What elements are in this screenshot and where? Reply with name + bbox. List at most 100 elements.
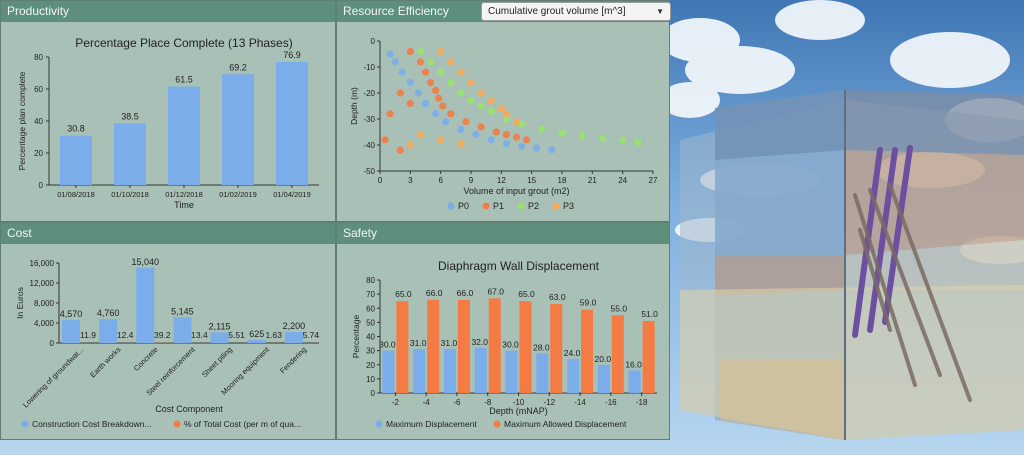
resource-efficiency-panel: Resource Efficiency Cumulative grout vol… <box>336 0 671 222</box>
y-tick-label: 0 <box>371 389 376 398</box>
scatter-point <box>477 89 485 97</box>
y-tick-label: 0 <box>39 181 44 190</box>
legend-marker <box>552 202 560 210</box>
scatter-point <box>457 125 465 133</box>
y-axis-title: Percentage plan complete <box>17 71 27 170</box>
scatter-point <box>502 140 510 148</box>
x-tick-label: 21 <box>588 176 597 185</box>
x-tick-label: Lowering of groundwat... <box>21 345 85 409</box>
scatter-point <box>619 136 627 144</box>
x-tick-label: -2 <box>392 398 400 407</box>
x-tick-label: 18 <box>558 176 567 185</box>
x-tick-label: 01/10/2018 <box>111 190 149 199</box>
y-tick-label: -50 <box>363 167 375 176</box>
data-label: 20.0 <box>595 354 612 364</box>
y-tick-label: 70 <box>366 290 375 299</box>
scatter-point <box>416 131 425 139</box>
data-label: 65.0 <box>518 289 535 299</box>
scatter-point <box>467 97 475 105</box>
chevron-down-icon: ▼ <box>656 7 664 16</box>
y-axis-title: Depth (m) <box>349 87 359 125</box>
bar <box>457 299 470 393</box>
data-label: 16.0 <box>625 359 642 369</box>
bar <box>628 370 641 393</box>
data-label: 5.74 <box>303 330 320 340</box>
data-label: 65.0 <box>395 289 412 299</box>
data-label: 59.0 <box>580 298 597 308</box>
legend-marker <box>173 420 181 428</box>
y-tick-label: 16,000 <box>30 259 55 268</box>
scatter-point <box>414 89 423 97</box>
scatter-point <box>634 138 642 146</box>
x-tick-label: -16 <box>605 398 617 407</box>
scatter-point <box>421 68 430 76</box>
data-label: 51.0 <box>641 309 658 319</box>
scatter-point <box>492 128 500 136</box>
bar <box>413 349 426 393</box>
data-label: 69.2 <box>229 62 247 72</box>
y-tick-label: 8,000 <box>34 299 55 308</box>
scatter-point <box>398 68 406 76</box>
bar <box>443 349 456 393</box>
scatter-point <box>437 68 445 76</box>
y-axis-title: In Euros <box>15 287 25 319</box>
bar <box>284 332 303 343</box>
x-tick-label: -12 <box>543 398 555 407</box>
data-label: 5,145 <box>171 306 194 316</box>
x-tick-label: -10 <box>513 398 525 407</box>
scatter-point <box>439 102 447 110</box>
scatter-point <box>533 144 541 152</box>
data-label: 66.0 <box>426 288 443 298</box>
data-label: 5.51 <box>228 330 245 340</box>
scatter-point <box>437 136 445 144</box>
x-tick-label: 01/02/2019 <box>219 190 257 199</box>
cost-chart: 0 4,000 8,000 12,000 16,000 4,570 11.9 Lowering… <box>15 257 321 429</box>
metric-dropdown[interactable]: Cumulative grout volume [m^3] ▼ <box>481 2 671 21</box>
data-label: 67.0 <box>487 286 504 296</box>
safety-panel: Safety Diaphragm Wall Displacement 0 10 20 3… <box>336 222 670 440</box>
data-label: 13.4 <box>191 330 208 340</box>
scatter-point <box>497 105 505 113</box>
scatter-point <box>416 47 425 56</box>
y-tick-label: -30 <box>363 115 375 124</box>
data-label: 12.4 <box>117 330 134 340</box>
3d-model-diaphragm-wall <box>680 90 1024 440</box>
y-tick-label: 10 <box>366 375 375 384</box>
x-tick-label: -14 <box>574 398 586 407</box>
x-axis-title: Volume of input grout (m2) <box>463 186 569 196</box>
bar <box>60 135 92 185</box>
legend-label: Maximum Allowed Displacement <box>504 419 627 429</box>
y-tick-label: -10 <box>363 63 375 72</box>
x-tick-label: 15 <box>527 176 536 185</box>
x-axis-title: Cost Component <box>155 404 223 414</box>
bar <box>247 339 266 343</box>
scatter-point <box>447 58 455 66</box>
scatter-point <box>406 79 414 87</box>
cost-panel: Cost 0 4,000 8,000 12,000 16,000 4,570 11.9 Low… <box>0 222 336 440</box>
data-label: 55.0 <box>611 303 628 313</box>
x-tick-label: 0 <box>378 176 383 185</box>
safety-chart: Diaphragm Wall Displacement 0 10 20 30 40 50 60… <box>351 259 658 429</box>
data-label: 39.2 <box>154 330 171 340</box>
productivity-panel: Productivity Percentage Place Complete (… <box>0 0 336 222</box>
y-tick-label: 80 <box>366 276 375 285</box>
x-axis-title: Time <box>174 200 194 210</box>
data-label: 30.0 <box>379 340 396 350</box>
scatter-point <box>421 99 430 107</box>
bar <box>581 309 594 393</box>
scatter-point <box>426 79 435 87</box>
bar <box>597 364 610 393</box>
scatter-point <box>447 79 455 87</box>
scatter-point <box>467 79 475 87</box>
data-label: 66.0 <box>457 288 474 298</box>
data-label: 4,760 <box>97 308 120 318</box>
legend-marker <box>375 420 383 428</box>
scatter-point <box>386 110 394 118</box>
scatter-point <box>523 136 531 144</box>
data-label: 32.0 <box>471 337 488 347</box>
x-tick-label: 01/04/2019 <box>273 190 311 199</box>
y-tick-label: 4,000 <box>34 319 55 328</box>
scatter-point <box>477 102 485 110</box>
x-tick-label: -4 <box>423 398 431 407</box>
scatter-point <box>435 94 443 102</box>
